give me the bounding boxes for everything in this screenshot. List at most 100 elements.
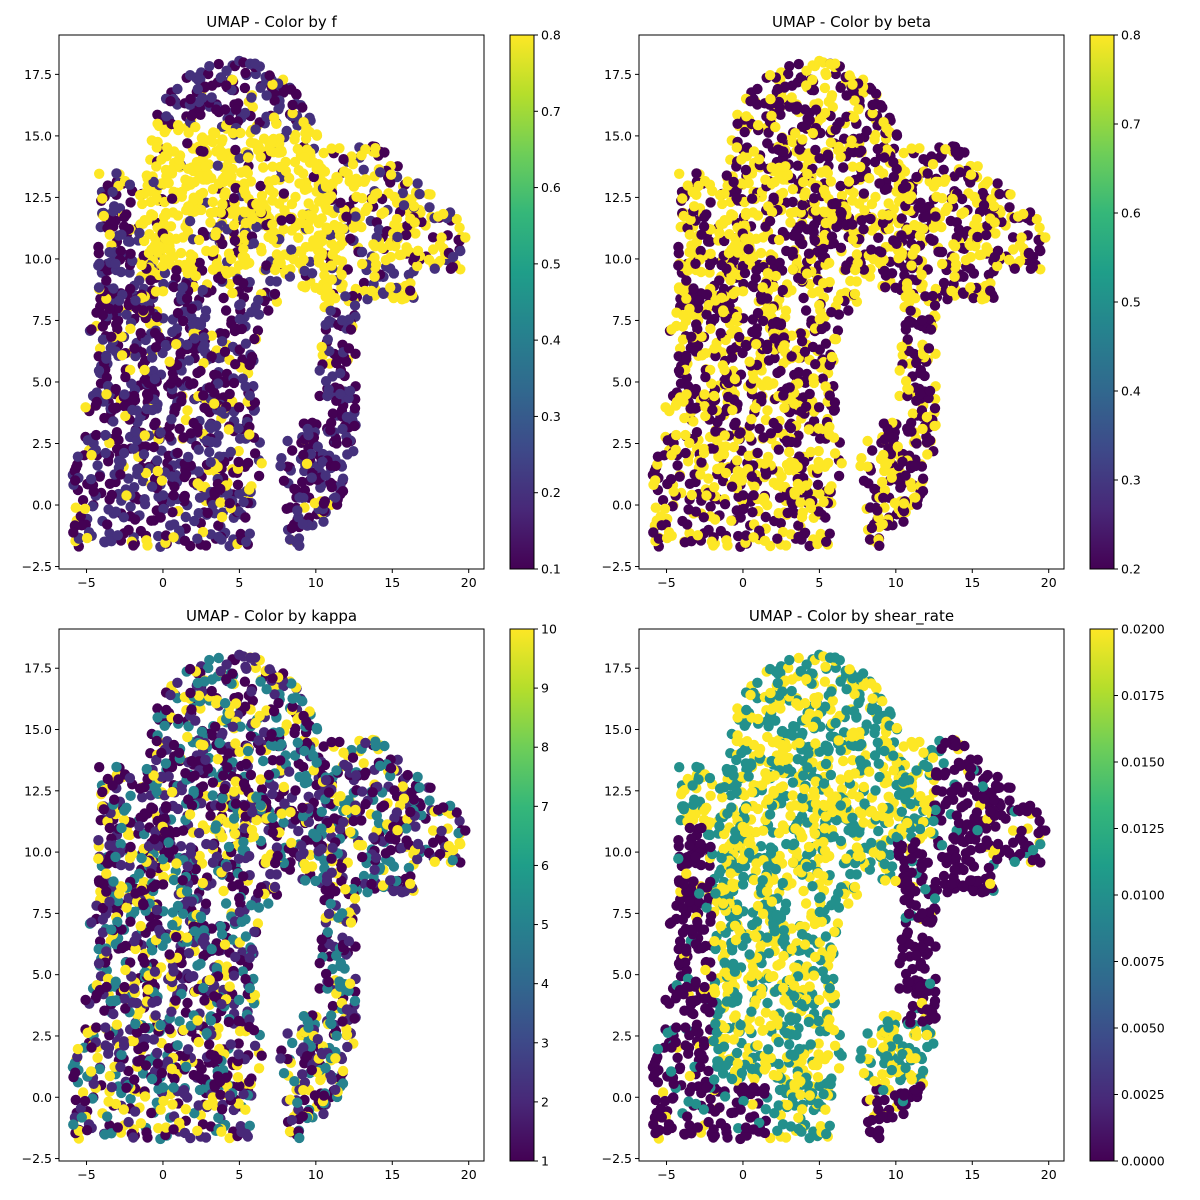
y-tick-label: 0.0: [32, 498, 52, 513]
scatter-point: [120, 410, 131, 422]
scatter-point: [903, 193, 915, 205]
scatter-point: [808, 220, 820, 231]
scatter-point: [805, 446, 816, 458]
scatter-point: [752, 210, 764, 221]
scatter-point: [146, 481, 158, 492]
scatter-point: [229, 235, 241, 246]
scatter-point: [166, 471, 177, 482]
scatter-point: [683, 504, 694, 515]
scatter-point: [677, 193, 688, 204]
scatter-point: [820, 512, 831, 523]
scatter-point: [120, 371, 131, 383]
scatter-point: [804, 388, 815, 400]
scatter-point: [181, 293, 193, 304]
scatter-point: [877, 217, 889, 229]
scatter-point: [947, 193, 958, 205]
scatter-point: [814, 313, 825, 325]
axes-frame: [58, 34, 485, 570]
scatter-point: [843, 176, 855, 187]
scatter-point: [684, 303, 695, 314]
scatter-point: [916, 282, 927, 294]
scatter-point: [198, 390, 209, 401]
scatter-point: [356, 246, 368, 258]
scatter-point: [80, 402, 91, 413]
scatter-point: [100, 447, 111, 459]
scatter-point: [735, 427, 746, 438]
scatter-point: [424, 202, 435, 213]
scatter-point: [200, 305, 212, 316]
scatter-point: [451, 213, 462, 225]
scatter-point: [287, 99, 298, 111]
scatter-point: [880, 282, 891, 293]
scatter-point: [854, 147, 865, 158]
scatter-point: [209, 398, 220, 409]
scatter-point: [185, 93, 196, 105]
x-tick-label: 0: [159, 575, 167, 590]
scatter-point: [769, 333, 780, 344]
scatter-point: [818, 278, 829, 289]
scatter-point: [128, 540, 139, 551]
scatter-point: [775, 365, 786, 377]
scatter-point: [379, 147, 390, 158]
scatter-point: [278, 475, 290, 486]
scatter-point: [744, 356, 755, 367]
scatter-point: [358, 277, 370, 289]
scatter-point: [281, 125, 292, 137]
scatter-point: [213, 520, 224, 531]
scatter-point: [867, 445, 878, 456]
scatter-point: [186, 162, 197, 173]
scatter-point: [877, 102, 888, 113]
scatter-point: [267, 79, 278, 90]
scatter-point: [715, 525, 727, 537]
scatter-point: [744, 254, 755, 266]
scatter-point: [122, 236, 134, 247]
scatter-point: [298, 492, 309, 504]
scatter-point: [190, 270, 201, 282]
scatter-point: [167, 326, 178, 338]
scatter-point: [406, 194, 417, 205]
scatter-point: [835, 206, 846, 218]
scatter-point: [184, 215, 196, 227]
scatter-point: [116, 457, 127, 468]
scatter-point: [684, 478, 696, 489]
scatter-point: [207, 196, 218, 208]
x-tick-label: 5: [815, 575, 823, 590]
scatter-point: [940, 174, 951, 185]
scatter-point: [168, 373, 179, 384]
scatter-point: [833, 470, 845, 482]
scatter-point: [166, 193, 178, 204]
scatter-point: [244, 359, 255, 371]
scatter-points: [67, 649, 471, 1145]
scatter-point: [255, 151, 266, 163]
scatter-point: [812, 479, 824, 490]
scatter-point: [118, 221, 130, 232]
scatter-point: [199, 340, 210, 351]
scatter-point: [112, 323, 123, 335]
scatter-point: [798, 292, 809, 304]
scatter-point: [215, 72, 226, 83]
scatter-point: [772, 533, 783, 544]
scatter-point: [206, 351, 217, 362]
scatter-point: [239, 207, 251, 218]
scatter-point: [99, 412, 110, 424]
colorbar: 0.20.30.40.50.60.70.8: [1089, 28, 1141, 577]
scatter-point: [244, 390, 255, 401]
scatter-point: [190, 121, 201, 133]
scatter-point: [129, 482, 140, 493]
scatter-point: [172, 447, 183, 459]
scatter-point: [861, 125, 872, 137]
scatter-point: [764, 70, 776, 81]
scatter-point: [813, 456, 824, 468]
scatter-point: [210, 128, 221, 139]
x-tick-label: 15: [384, 575, 400, 590]
scatter-point: [911, 357, 922, 369]
scatter-point: [141, 170, 152, 181]
scatter-point: [276, 453, 287, 464]
scatter-point: [792, 160, 803, 171]
scatter-point: [924, 385, 936, 397]
scatter-point: [323, 315, 335, 327]
scatter-point: [969, 191, 980, 203]
scatter-point: [829, 448, 841, 459]
scatter-point: [820, 67, 831, 79]
scatter-point: [210, 230, 221, 241]
